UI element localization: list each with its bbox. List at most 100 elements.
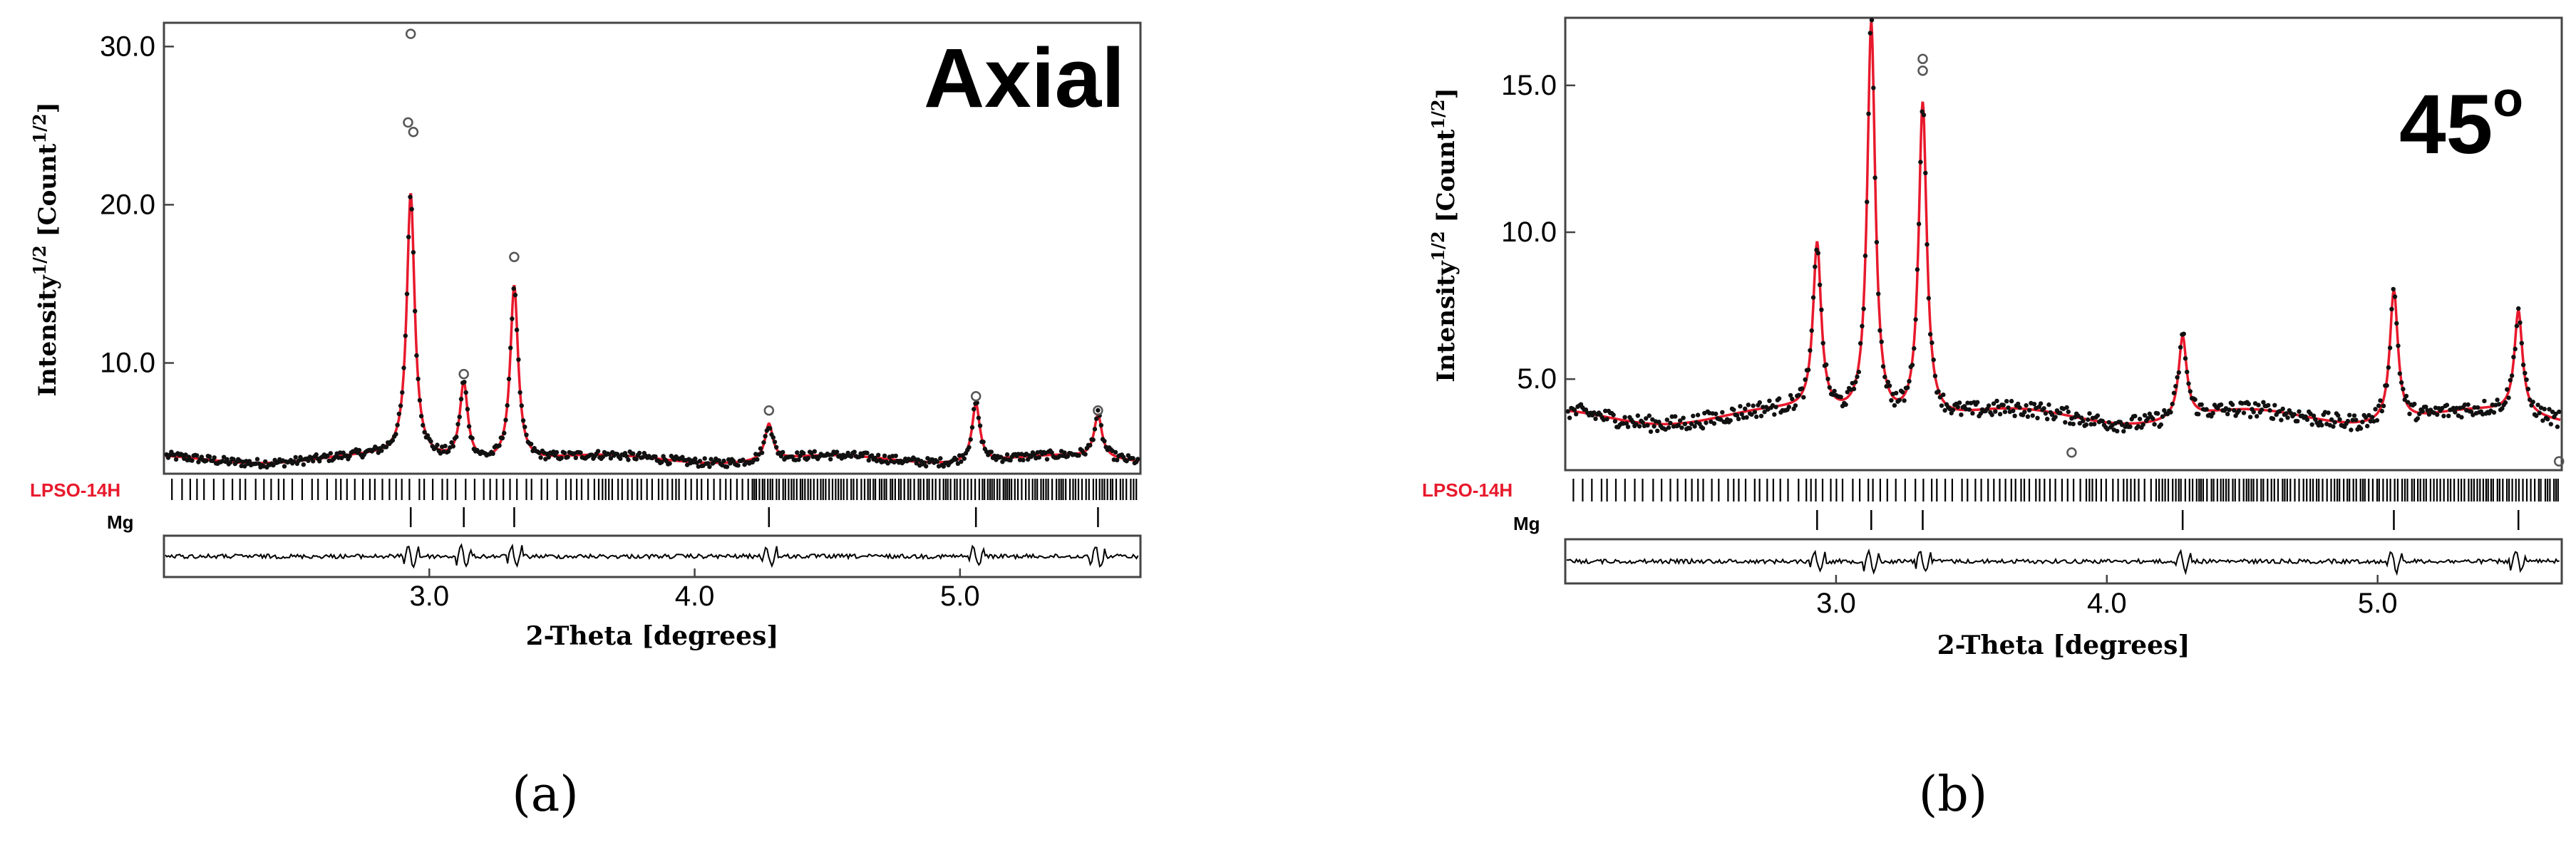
observed-point [404,291,410,296]
observed-point [559,455,564,461]
observed-point [2024,402,2029,408]
observed-point [2168,410,2173,415]
observed-point [253,461,258,467]
observed-point [573,455,578,460]
observed-point [2160,414,2165,419]
observed-point [524,432,529,437]
observed-point [697,459,703,464]
observed-point [2210,410,2215,416]
observed-point [1664,417,1669,422]
observed-point [1603,408,1608,413]
observed-point [828,457,833,462]
observed-point [1889,397,1894,403]
main-plot-frame [163,21,1142,475]
observed-point [463,390,468,395]
observed-point [1931,357,1936,363]
observed-point [1892,402,1897,408]
observed-point [2381,403,2386,408]
observed-point [2402,397,2407,402]
observed-point [2011,408,2016,413]
observed-point [659,459,664,464]
observed-point [1900,390,1905,395]
observed-point [1624,421,1629,426]
observed-point [2196,412,2201,417]
observed-point [1877,328,1882,333]
observed-outlier [763,405,775,416]
observed-point [1062,450,1067,455]
observed-point [994,457,999,462]
observed-point [667,461,672,466]
observed-point [390,437,396,443]
observed-point [2256,402,2261,407]
observed-point [325,453,330,458]
observed-point [2218,402,2224,407]
observed-point [2508,378,2513,383]
observed-point [517,390,522,395]
observed-point [445,449,451,454]
observed-point [519,403,524,408]
observed-point [1695,412,1701,417]
observed-point [1915,267,1920,272]
observed-point [2175,375,2180,380]
observed-point [2309,422,2314,427]
observed-point [977,423,983,428]
observed-point [2277,409,2282,414]
observed-point [2420,409,2425,414]
observed-point [1704,420,1709,425]
observed-point [812,449,818,454]
observed-point [1657,420,1661,425]
observed-point [2128,424,2133,430]
observed-point [500,435,505,441]
observed-point [417,397,423,402]
observed-point [505,402,510,408]
observed-point [449,440,454,445]
observed-point [2095,413,2101,418]
difference-plot-frame [1564,538,2563,585]
observed-point [2537,410,2542,415]
observed-point [2490,402,2495,407]
observed-point [2064,405,2069,410]
observed-point [595,449,601,454]
observed-point [520,418,526,423]
observed-point [490,451,495,456]
observed-point [741,457,746,462]
observed-point [1843,402,1848,407]
observed-point [2247,415,2253,420]
observed-point [618,456,623,461]
observed-point [1872,175,1877,180]
observed-point [2031,402,2037,407]
observed-point [1927,332,1933,337]
observed-point [2495,397,2500,402]
observed-point [2152,422,2157,427]
observed-point [195,453,200,458]
observed-point [1851,386,1857,392]
observed-point [293,454,298,460]
observed-point [2545,417,2550,422]
observed-point [1668,420,1673,425]
observed-point [2379,408,2384,414]
observed-point [1860,323,1865,328]
observed-point [2092,422,2097,427]
observed-point [922,460,927,465]
observed-point [852,450,857,454]
observed-point [546,454,551,459]
observed-point [2076,413,2081,418]
observed-point [414,353,419,358]
observed-point [1621,421,1626,426]
observed-point [2066,409,2071,415]
observed-point [1637,424,1642,429]
observed-point [317,459,322,464]
observed-point [1838,395,1843,400]
observed-point [981,440,986,445]
observed-point [2009,398,2014,404]
observed-point [2270,416,2276,421]
observed-point [1004,452,1010,457]
observed-point [522,425,527,430]
observed-point [418,413,424,419]
observed-point [934,459,940,464]
observed-point [2025,414,2031,419]
observed-point [728,461,733,466]
observed-point [2373,407,2378,412]
observed-point [2246,402,2251,407]
observed-point [2272,402,2277,407]
